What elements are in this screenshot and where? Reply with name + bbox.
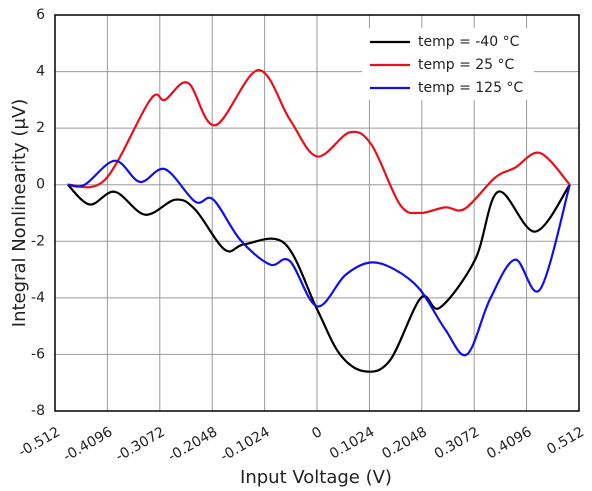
x-tick-label: -0.1024 [218, 424, 273, 465]
plot-frame [54, 14, 580, 412]
x-tick-label: 0.1024 [327, 424, 378, 462]
x-tick-label: 0.4096 [484, 424, 535, 462]
y-tick-label: 0 [36, 177, 45, 193]
x-tick-label: -0.2048 [165, 424, 220, 465]
legend-label: temp = 125 °C [418, 80, 523, 96]
x-tick-label: -0.512 [16, 424, 63, 460]
x-tick-label: 0.3072 [432, 424, 482, 462]
y-tick-label: -8 [31, 403, 45, 419]
data-line [67, 183, 571, 373]
x-axis-label: Input Voltage (V) [240, 467, 392, 488]
legend-label: temp = -40 °C [418, 34, 520, 50]
y-tick-label: -4 [31, 290, 45, 306]
data-line [67, 69, 571, 215]
x-tick-label: 0.512 [544, 424, 587, 458]
y-tick-label: -2 [31, 233, 45, 249]
legend-label: temp = 25 °C [418, 57, 515, 73]
x-tick-label: 0.2048 [379, 424, 429, 462]
y-tick-label: 4 [36, 64, 45, 80]
y-tick-label: 2 [36, 120, 45, 136]
y-tick-label: -6 [31, 346, 45, 362]
x-tick-label: 0 [309, 424, 325, 442]
x-tick-label: -0.4096 [61, 424, 116, 465]
x-tick-label: -0.3072 [113, 424, 168, 465]
y-tick-label: 6 [36, 7, 45, 23]
y-axis-label: Integral Nonlinearity (μV) [9, 99, 30, 327]
data-line [67, 159, 571, 357]
